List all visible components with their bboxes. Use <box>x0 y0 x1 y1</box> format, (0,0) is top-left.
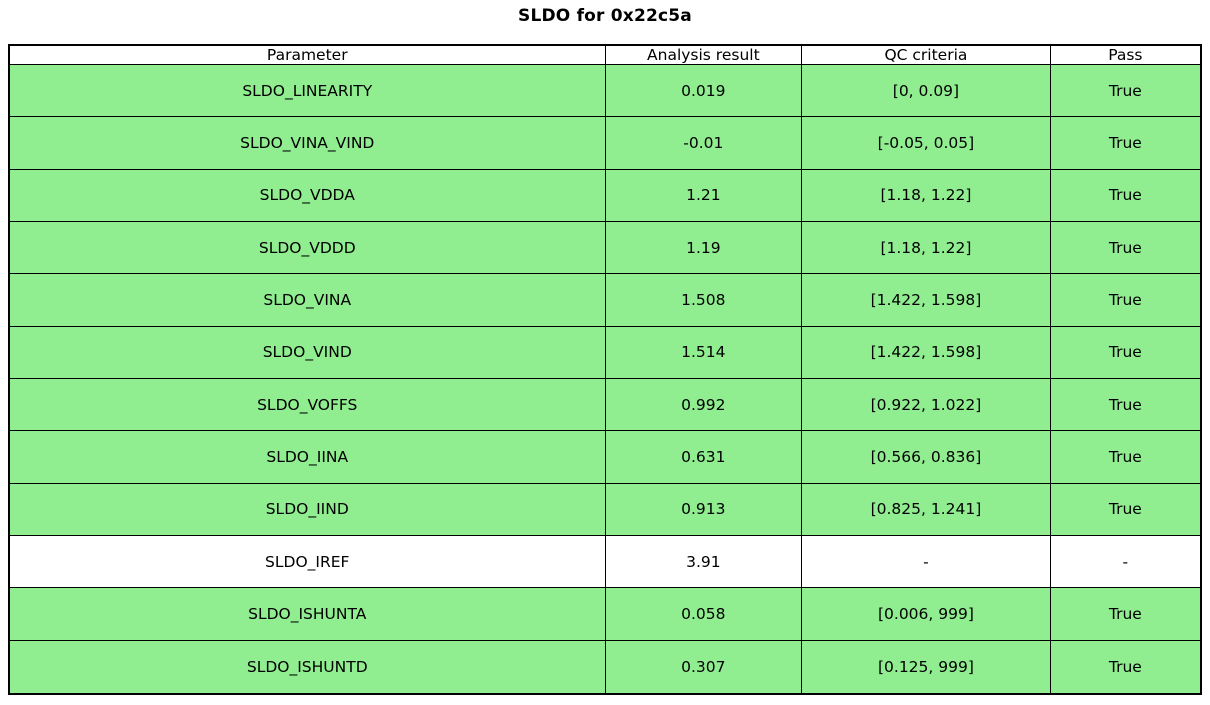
cell-pass: True <box>1049 639 1202 695</box>
cell-analysis-result: -0.01 <box>604 116 803 170</box>
cell-pass: True <box>1049 482 1202 536</box>
header-cell-pass: Pass <box>1049 44 1202 65</box>
cell-analysis-result: 1.514 <box>604 325 803 379</box>
cell-pass: True <box>1049 220 1202 275</box>
cell-analysis-result: 0.992 <box>604 377 803 432</box>
cell-parameter: SLDO_VINA <box>8 273 606 327</box>
cell-qc-criteria: [1.18, 1.22] <box>801 220 1051 275</box>
cell-parameter: SLDO_IIND <box>8 482 606 536</box>
table-row: SLDO_LINEARITY 0.019 [0, 0.09] True <box>8 63 1202 118</box>
cell-pass: True <box>1049 377 1202 432</box>
cell-qc-criteria: [1.422, 1.598] <box>801 325 1051 379</box>
cell-analysis-result: 0.019 <box>604 63 803 118</box>
cell-pass: True <box>1049 430 1202 484</box>
table-row: SLDO_VINA 1.508 [1.422, 1.598] True <box>8 273 1202 327</box>
table-row: SLDO_VINA_VIND -0.01 [-0.05, 0.05] True <box>8 116 1202 170</box>
cell-pass: True <box>1049 325 1202 379</box>
table-row: SLDO_ISHUNTA 0.058 [0.006, 999] True <box>8 587 1202 641</box>
cell-qc-criteria: [0.922, 1.022] <box>801 377 1051 432</box>
cell-analysis-result: 1.19 <box>604 220 803 275</box>
qc-results-table: Parameter Analysis result QC criteria Pa… <box>8 44 1202 695</box>
cell-qc-criteria: - <box>801 534 1051 589</box>
cell-parameter: SLDO_IREF <box>8 534 606 589</box>
cell-pass: - <box>1049 534 1202 589</box>
cell-parameter: SLDO_VIND <box>8 325 606 379</box>
cell-pass: True <box>1049 63 1202 118</box>
header-cell-parameter: Parameter <box>8 44 606 65</box>
cell-qc-criteria: [0.125, 999] <box>801 639 1051 695</box>
cell-qc-criteria: [0, 0.09] <box>801 63 1051 118</box>
table-row: SLDO_IREF 3.91 - - <box>8 534 1202 589</box>
cell-parameter: SLDO_LINEARITY <box>8 63 606 118</box>
cell-qc-criteria: [1.422, 1.598] <box>801 273 1051 327</box>
cell-pass: True <box>1049 587 1202 641</box>
header-row: Parameter Analysis result QC criteria Pa… <box>8 44 1202 65</box>
cell-analysis-result: 0.913 <box>604 482 803 536</box>
cell-analysis-result: 0.058 <box>604 587 803 641</box>
table-row: SLDO_ISHUNTD 0.307 [0.125, 999] True <box>8 639 1202 695</box>
cell-qc-criteria: [0.566, 0.836] <box>801 430 1051 484</box>
cell-qc-criteria: [0.825, 1.241] <box>801 482 1051 536</box>
cell-analysis-result: 0.631 <box>604 430 803 484</box>
cell-parameter: SLDO_ISHUNTA <box>8 587 606 641</box>
figure-title: SLDO for 0x22c5a <box>518 6 692 26</box>
header-cell-qc-criteria: QC criteria <box>801 44 1051 65</box>
cell-qc-criteria: [-0.05, 0.05] <box>801 116 1051 170</box>
cell-parameter: SLDO_VINA_VIND <box>8 116 606 170</box>
table-row: SLDO_IINA 0.631 [0.566, 0.836] True <box>8 430 1202 484</box>
cell-pass: True <box>1049 116 1202 170</box>
header-cell-analysis-result: Analysis result <box>604 44 803 65</box>
cell-qc-criteria: [1.18, 1.22] <box>801 168 1051 222</box>
table-row: SLDO_IIND 0.913 [0.825, 1.241] True <box>8 482 1202 536</box>
cell-pass: True <box>1049 168 1202 222</box>
cell-pass: True <box>1049 273 1202 327</box>
cell-parameter: SLDO_ISHUNTD <box>8 639 606 695</box>
cell-qc-criteria: [0.006, 999] <box>801 587 1051 641</box>
table-row: SLDO_VDDA 1.21 [1.18, 1.22] True <box>8 168 1202 222</box>
cell-analysis-result: 3.91 <box>604 534 803 589</box>
cell-analysis-result: 1.508 <box>604 273 803 327</box>
table-row: SLDO_VOFFS 0.992 [0.922, 1.022] True <box>8 377 1202 432</box>
table-row: SLDO_VIND 1.514 [1.422, 1.598] True <box>8 325 1202 379</box>
cell-analysis-result: 1.21 <box>604 168 803 222</box>
cell-parameter: SLDO_IINA <box>8 430 606 484</box>
cell-analysis-result: 0.307 <box>604 639 803 695</box>
cell-parameter: SLDO_VDDD <box>8 220 606 275</box>
cell-parameter: SLDO_VOFFS <box>8 377 606 432</box>
table-row: SLDO_VDDD 1.19 [1.18, 1.22] True <box>8 220 1202 275</box>
cell-parameter: SLDO_VDDA <box>8 168 606 222</box>
